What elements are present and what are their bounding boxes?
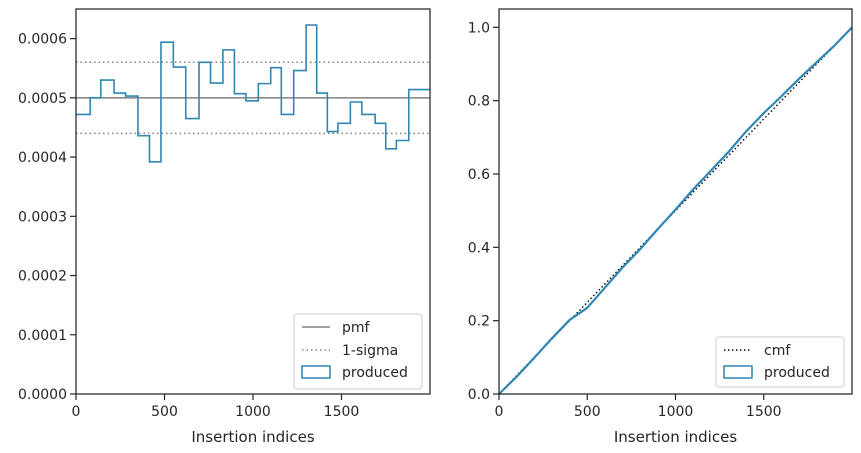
right-x-axis-ticks: 0 500 1000 1500	[495, 394, 782, 420]
y-tick-label: 0.0001	[18, 328, 67, 344]
right-legend: cmf produced	[715, 336, 845, 388]
x-tick-label: 1000	[658, 404, 694, 420]
legend-pmf-label: pmf	[342, 320, 371, 336]
left-reference-lines	[76, 61, 430, 135]
left-chart-panel: 0 500 1000 1500 0.00000.00010.00020.00030.0…	[18, 8, 431, 446]
left-legend: pmf 1-sigma produced	[293, 313, 423, 390]
legend-cmf-label: cmf	[764, 343, 791, 359]
x-tick-label: 500	[574, 404, 601, 420]
left-produced-series	[76, 24, 430, 163]
y-tick-label: 0.0004	[18, 150, 67, 166]
x-tick-label: 1500	[324, 404, 360, 420]
legend-produced-label-right: produced	[764, 365, 830, 381]
produced-step-line	[76, 24, 430, 163]
left-x-axis-ticks: 0 500 1000 1500	[72, 394, 360, 420]
y-tick-label: 0.0002	[18, 269, 67, 285]
legend-1-sigma-label: 1-sigma	[342, 343, 398, 359]
legend-produced-label: produced	[342, 365, 408, 381]
y-tick-label: 0.0003	[18, 209, 67, 225]
y-tick-label: 0.6	[468, 167, 490, 183]
y-tick-label: 0.0006	[18, 32, 67, 48]
y-tick-label: 0.0	[468, 387, 490, 403]
x-tick-label: 500	[151, 404, 178, 420]
y-tick-label: 1.0	[468, 20, 490, 36]
y-tick-label: 0.4	[468, 240, 490, 256]
right-chart-panel: 0 500 1000 1500 0.0 0.2 0.4 0.6 0.8 1.0 Insertio…	[468, 8, 853, 446]
right-y-axis-ticks: 0.0 0.2 0.4 0.6 0.8 1.0	[468, 20, 499, 403]
right-plot-frame	[498, 8, 853, 395]
y-tick-label: 0.2	[468, 314, 490, 330]
x-tick-label: 1500	[746, 404, 782, 420]
left-x-axis-label: Insertion indices	[191, 428, 314, 446]
left-legend-box	[293, 313, 423, 390]
left-y-axis-ticks: 0.0000 0.0001 0.0002 0.0003 0.0004 0.0005 0.00…	[18, 32, 76, 403]
y-tick-label: 0.8	[468, 94, 490, 110]
produced-cumulative-line	[498, 26, 853, 395]
x-tick-label: 0	[72, 404, 81, 420]
right-x-axis-label: Insertion indices	[614, 428, 737, 446]
legend-produced-swatch-right	[723, 365, 753, 379]
x-tick-label: 0	[495, 404, 504, 420]
y-tick-label: 0.0005	[18, 91, 67, 107]
y-tick-label: 0.0000	[18, 387, 67, 403]
right-series	[498, 26, 853, 395]
x-tick-label: 1000	[235, 404, 271, 420]
legend-produced-swatch	[301, 365, 331, 379]
